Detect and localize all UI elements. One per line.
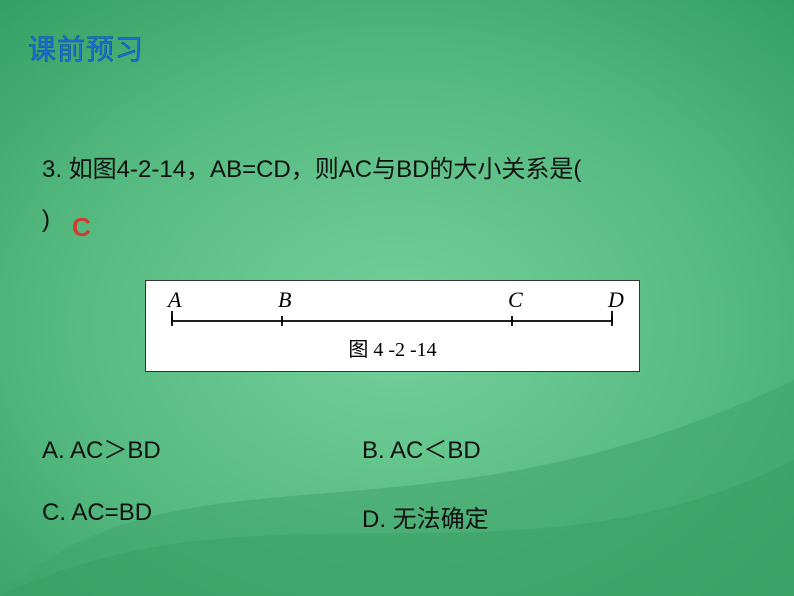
option-B: B. AC＜BD [362, 430, 682, 465]
figure-number-line [164, 309, 621, 327]
options-row-1: A. AC＞BD B. AC＜BD [42, 430, 762, 465]
figure-point-labels: A B C D [164, 287, 621, 311]
option-D: D. 无法确定 [362, 499, 682, 534]
option-C: C. AC=BD [42, 499, 362, 534]
answer-mark: C [72, 212, 91, 243]
option-A: A. AC＞BD [42, 430, 362, 465]
question-line2: ) [42, 206, 50, 233]
options-row-2: C. AC=BD D. 无法确定 [42, 499, 762, 534]
question-line1: 3. 如图4-2-14，AB=CD，则AC与BD的大小关系是( [42, 156, 581, 183]
question-text: 3. 如图4-2-14，AB=CD，则AC与BD的大小关系是( ) [42, 145, 762, 246]
slide-content: 课前预习 3. 如图4-2-14，AB=CD，则AC与BD的大小关系是( ) C… [0, 0, 794, 596]
options-block: A. AC＞BD B. AC＜BD C. AC=BD D. 无法确定 [42, 430, 762, 568]
figure-caption: 图 4 -2 -14 [164, 333, 621, 362]
figure-box: A B C D 图 4 -2 -14 [145, 280, 640, 372]
section-title: 课前预习 [28, 28, 144, 68]
